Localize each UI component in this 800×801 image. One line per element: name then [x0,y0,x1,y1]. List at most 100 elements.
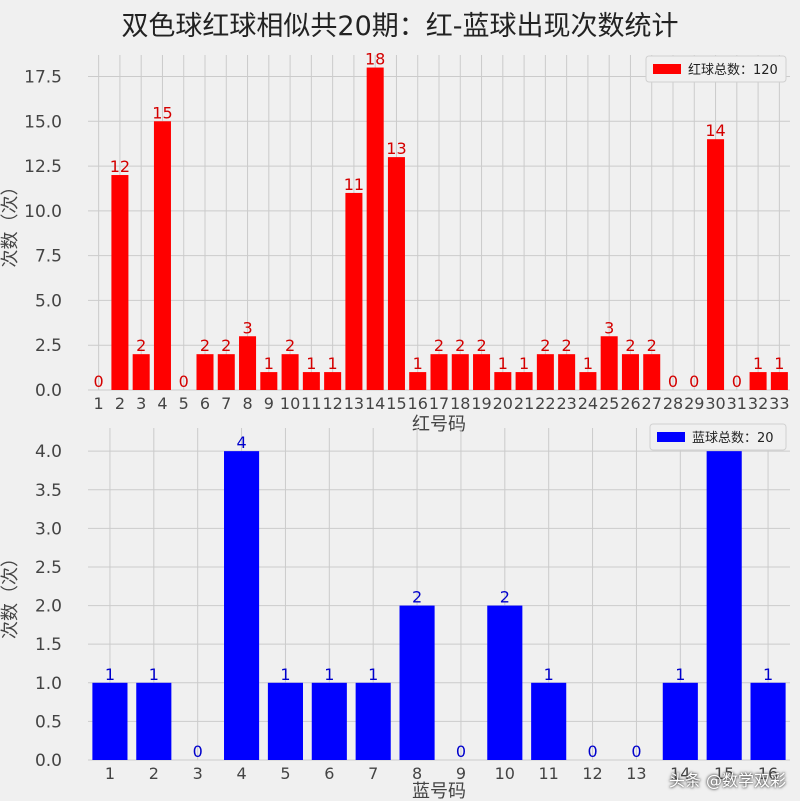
blue-xtick-label: 2 [149,764,159,783]
red-bar [324,372,342,390]
blue-xlabel: 蓝号码 [412,781,466,801]
red-bar [132,354,150,390]
red-xtick-label: 15 [386,394,406,413]
red-legend-swatch [653,64,681,74]
blue-data-label: 4 [236,433,246,452]
red-xtick-label: 4 [157,394,167,413]
red-bar [621,354,639,390]
blue-xtick-label: 15 [714,764,734,783]
red-bar [451,354,469,390]
blue-legend-box [649,423,787,451]
red-xtick-label: 5 [179,394,189,413]
red-data-label: 11 [344,175,364,194]
blue-bar [311,682,347,760]
red-bar [153,121,171,391]
blue-bar [706,451,742,760]
red-data-label: 1 [264,354,274,373]
red-xtick-label: 12 [322,394,342,413]
red-ytick-label: 5.0 [35,291,62,311]
blue-ytick-label: 2.5 [35,558,62,578]
red-bar [707,139,725,390]
red-data-label: 18 [365,50,385,69]
red-xlabel: 红号码 [412,414,466,435]
blue-ytick-label: 1.0 [35,674,62,694]
blue-xtick-label: 4 [236,764,246,783]
red-xtick-label: 26 [620,394,640,413]
blue-bar [487,605,523,760]
red-xtick-label: 29 [684,394,704,413]
blue-xtick-label: 13 [626,764,646,783]
blue-data-label: 0 [587,742,597,761]
red-data-label: 2 [476,336,486,355]
red-xtick-label: 8 [242,394,252,413]
blue-bar [750,682,786,760]
blue-ytick-label: 1.5 [35,635,62,655]
blue-bar [267,682,303,760]
red-bar [111,175,129,390]
blue-data-label: 1 [763,665,773,684]
blue-bar [136,682,172,760]
blue-data-label: 1 [105,665,115,684]
red-bar [536,354,554,390]
blue-data-label: 1 [368,665,378,684]
red-bar [770,372,788,390]
red-data-label: 1 [753,354,763,373]
blue-xtick-label: 6 [324,764,334,783]
red-bar [260,372,278,390]
blue-xtick-label: 11 [539,764,559,783]
red-xtick-label: 24 [578,394,598,413]
blue-data-label: 0 [193,742,203,761]
red-xtick-label: 20 [493,394,513,413]
red-data-label: 1 [328,354,338,373]
red-xtick-label: 33 [769,394,789,413]
blue-data-label: 2 [500,588,510,607]
red-data-label: 15 [152,103,172,122]
red-xtick-label: 28 [663,394,683,413]
red-data-label: 0 [179,372,189,391]
red-xtick-label: 18 [450,394,470,413]
red-ytick-label: 7.5 [35,247,62,267]
blue-legend-swatch [657,432,685,442]
blue-xtick-label: 3 [193,764,203,783]
red-bar [302,372,320,390]
blue-bar [531,682,567,760]
red-xtick-label: 14 [365,394,385,413]
red-data-label: 2 [455,336,465,355]
blue-ytick-label: 2.0 [35,597,62,617]
red-ytick-label: 2.5 [35,336,62,356]
red-bar [579,372,597,390]
red-ytick-label: 10.0 [24,202,62,222]
red-xtick-label: 11 [301,394,321,413]
blue-ytick-label: 3.5 [35,481,62,501]
red-ylabel: 次数（次） [0,178,21,268]
red-data-label: 3 [604,318,614,337]
red-xtick-label: 13 [344,394,364,413]
red-data-label: 0 [689,372,699,391]
red-xtick-label: 17 [429,394,449,413]
red-xtick-label: 1 [94,394,104,413]
blue-xtick-label: 10 [495,764,515,783]
red-bar [281,354,299,390]
red-xtick-label: 2 [115,394,125,413]
blue-ytick-label: 0.5 [35,712,62,732]
red-ytick-label: 0.0 [35,381,62,401]
red-xtick-label: 7 [221,394,231,413]
red-xtick-label: 16 [408,394,428,413]
red-data-label: 2 [540,336,550,355]
blue-bar [399,605,435,760]
blue-data-label: 1 [324,665,334,684]
red-data-label: 1 [413,354,423,373]
blue-xtick-label: 7 [368,764,378,783]
red-ytick-label: 12.5 [24,157,62,177]
blue-data-label: 1 [544,665,554,684]
red-bar [409,372,427,390]
red-bar [345,192,363,390]
red-ytick-label: 17.5 [24,67,62,87]
red-ytick-label: 15.0 [24,112,62,132]
red-xtick-label: 6 [200,394,210,413]
red-bar [430,354,448,390]
red-data-label: 2 [625,336,635,355]
blue-bar [224,451,260,760]
blue-bar [92,682,128,760]
